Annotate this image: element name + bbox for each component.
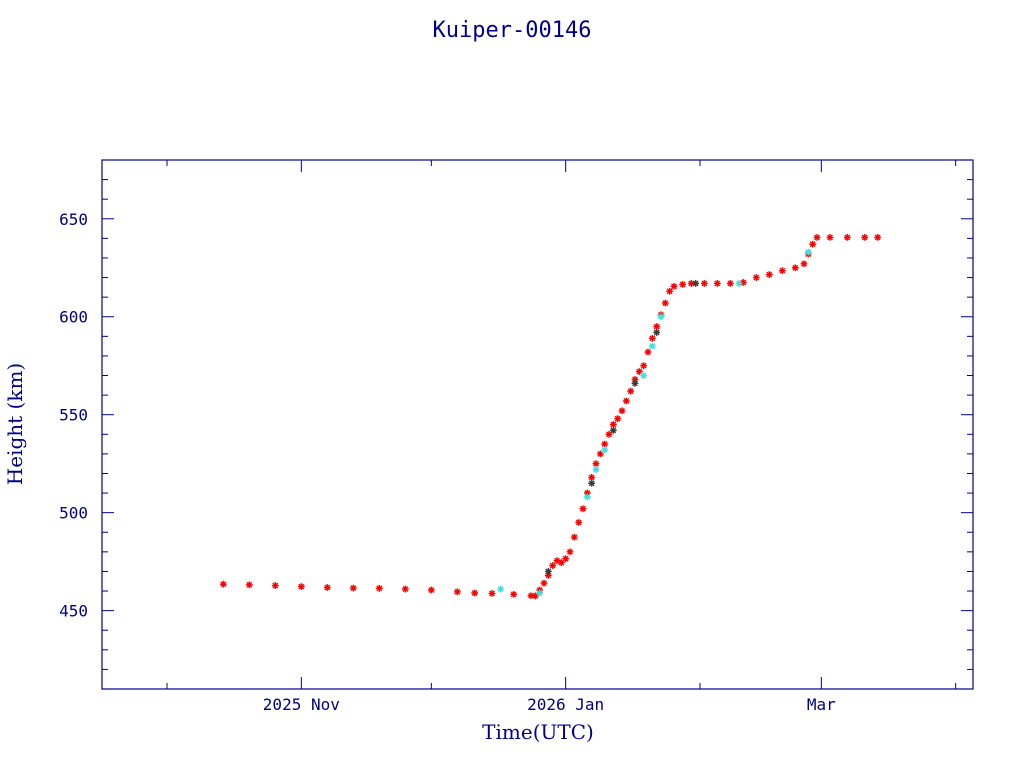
- data-point: [570, 533, 578, 541]
- data-point: [670, 282, 678, 290]
- data-point: [349, 584, 357, 592]
- data-point: [575, 519, 583, 526]
- x-tick-label: 2025 Nov: [263, 695, 340, 714]
- data-point: [536, 589, 544, 597]
- y-tick-label: 450: [59, 602, 88, 621]
- data-point: [245, 581, 253, 589]
- data-point: [488, 589, 496, 597]
- data-point: [566, 548, 574, 556]
- data-point: [809, 240, 817, 248]
- data-point: [592, 466, 600, 473]
- data-point: [661, 299, 669, 307]
- data-point: [653, 323, 661, 330]
- data-point: [713, 280, 721, 287]
- data-point: [752, 274, 760, 281]
- data-point: [826, 233, 834, 241]
- data-point: [401, 585, 409, 593]
- data-point: [583, 489, 591, 497]
- data-point: [648, 342, 656, 350]
- data-point: [375, 584, 383, 592]
- data-point: [640, 372, 648, 379]
- y-axis-label: Height (km): [3, 363, 27, 485]
- data-point: [609, 421, 617, 428]
- data-point: [631, 379, 639, 387]
- data-point: [271, 582, 279, 589]
- data-point: [323, 584, 331, 591]
- data-point: [804, 248, 812, 256]
- data-point: [692, 280, 700, 287]
- data-point: [540, 579, 548, 587]
- data-point: [765, 271, 773, 279]
- data-point: [596, 450, 604, 458]
- data-point: [527, 592, 535, 600]
- data-point: [557, 559, 565, 567]
- y-tick-label: 650: [59, 210, 88, 229]
- x-tick-label: 2026 Jan: [527, 695, 604, 714]
- data-point: [562, 555, 570, 563]
- series-2: [544, 280, 700, 575]
- data-point: [666, 287, 674, 295]
- data-point: [635, 368, 643, 375]
- data-point: [510, 590, 518, 598]
- data-point: [679, 281, 687, 288]
- data-point: [700, 280, 708, 287]
- data-point: [592, 460, 600, 468]
- y-tick-label: 600: [59, 308, 88, 327]
- data-point: [609, 426, 617, 434]
- data-point: [544, 568, 552, 575]
- data-point: [544, 571, 552, 579]
- data-point: [726, 280, 734, 287]
- x-tick-label: Mar: [807, 695, 836, 714]
- data-point: [735, 280, 743, 287]
- data-point: [601, 440, 609, 448]
- plot-frame: [101, 159, 974, 690]
- data-point: [631, 376, 639, 383]
- tick-layer: 450 500 550 600 650 2025 Nov 2026 Jan Mar: [59, 159, 973, 714]
- data-point: [843, 233, 851, 241]
- data-point: [588, 474, 596, 481]
- data-point: [687, 280, 695, 287]
- data-point: [583, 493, 591, 501]
- data-point: [739, 279, 747, 286]
- data-point: [297, 583, 305, 590]
- data-point: [427, 586, 435, 594]
- data-point: [657, 313, 665, 321]
- data-point: [778, 267, 786, 275]
- data-point: [800, 260, 808, 268]
- data-point: [622, 397, 630, 405]
- data-point: [471, 589, 479, 597]
- data-points-layer: [219, 233, 882, 600]
- data-point: [618, 407, 626, 415]
- data-point: [601, 446, 609, 454]
- data-point: [648, 334, 656, 342]
- data-point: [605, 430, 613, 438]
- data-point: [531, 592, 539, 600]
- data-point: [644, 348, 652, 356]
- data-point: [627, 387, 635, 395]
- y-tick-label: 500: [59, 504, 88, 523]
- data-point: [874, 233, 882, 241]
- data-point: [579, 505, 587, 513]
- data-point: [614, 415, 622, 423]
- x-axis-label: Time(UTC): [482, 720, 594, 744]
- data-point: [791, 264, 799, 272]
- chart-title: Kuiper-00146: [433, 18, 592, 43]
- data-point: [453, 588, 461, 596]
- data-point: [588, 479, 596, 487]
- data-point: [549, 562, 557, 569]
- data-point: [653, 329, 661, 336]
- data-point: [813, 233, 821, 241]
- series-0: [219, 233, 882, 600]
- y-tick-label: 550: [59, 406, 88, 425]
- data-point: [640, 362, 648, 370]
- series-1: [497, 248, 812, 597]
- data-point: [219, 580, 227, 588]
- data-point: [497, 585, 505, 593]
- data-point: [861, 233, 869, 241]
- data-point: [553, 557, 561, 565]
